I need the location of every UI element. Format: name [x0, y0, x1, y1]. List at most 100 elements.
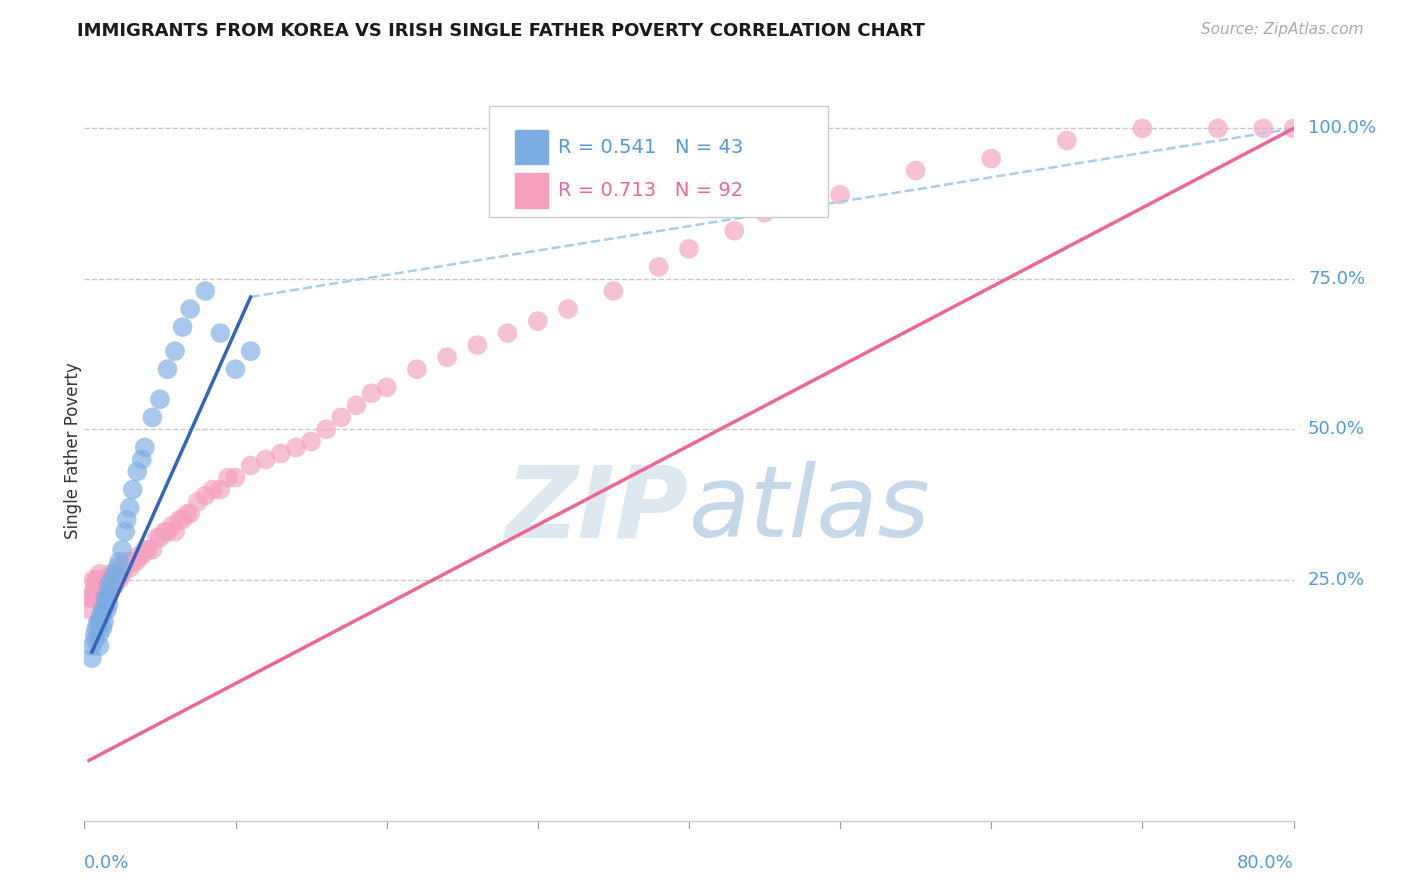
Point: [107, 561, 129, 575]
Point: [108, 555, 131, 569]
Point: [90, 585, 112, 599]
Point: [115, 513, 138, 527]
Point: [1253, 121, 1275, 136]
Point: [89, 579, 111, 593]
Point: [149, 531, 172, 545]
Point: [165, 524, 187, 539]
Point: [254, 452, 277, 467]
Point: [87, 573, 110, 587]
Text: IMMIGRANTS FROM KOREA VS IRISH SINGLE FATHER POVERTY CORRELATION CHART: IMMIGRANTS FROM KOREA VS IRISH SINGLE FA…: [77, 22, 925, 40]
Point: [100, 573, 122, 587]
Text: 75.0%: 75.0%: [1308, 270, 1365, 288]
Point: [169, 513, 191, 527]
Point: [80, 651, 103, 665]
Point: [89, 566, 111, 581]
Point: [160, 518, 183, 533]
Point: [141, 542, 163, 557]
Point: [93, 615, 115, 629]
Point: [90, 609, 112, 624]
Text: 0.0%: 0.0%: [84, 854, 129, 872]
Point: [84, 633, 107, 648]
Point: [134, 542, 156, 557]
Text: 80.0%: 80.0%: [1237, 854, 1294, 872]
Text: ZIP: ZIP: [506, 461, 689, 558]
Y-axis label: Single Father Poverty: Single Father Poverty: [65, 362, 82, 539]
Point: [754, 205, 776, 219]
Point: [136, 542, 159, 557]
Point: [100, 573, 122, 587]
Point: [172, 513, 194, 527]
Point: [86, 621, 108, 635]
Point: [114, 524, 136, 539]
Point: [96, 603, 118, 617]
Point: [209, 483, 232, 497]
Point: [467, 338, 489, 352]
Point: [1056, 133, 1078, 147]
FancyBboxPatch shape: [489, 106, 828, 218]
Text: 25.0%: 25.0%: [1308, 571, 1365, 589]
Point: [91, 609, 114, 624]
Point: [89, 627, 111, 641]
Point: [91, 621, 114, 635]
Point: [86, 573, 108, 587]
Point: [1282, 121, 1305, 136]
Point: [96, 579, 118, 593]
Point: [97, 597, 120, 611]
Point: [86, 585, 108, 599]
Point: [115, 555, 138, 569]
Point: [165, 344, 187, 359]
Point: [98, 566, 121, 581]
Point: [111, 542, 134, 557]
Point: [82, 573, 104, 587]
Point: [179, 507, 201, 521]
Point: [723, 224, 745, 238]
Point: [118, 561, 141, 575]
Point: [91, 603, 114, 617]
Point: [121, 555, 143, 569]
Point: [105, 573, 128, 587]
Point: [330, 410, 353, 425]
Point: [176, 507, 198, 521]
Point: [91, 591, 114, 605]
Point: [172, 320, 194, 334]
Point: [96, 591, 118, 605]
Point: [375, 380, 398, 394]
FancyBboxPatch shape: [513, 129, 548, 165]
Point: [602, 284, 624, 298]
Point: [225, 362, 247, 376]
Point: [187, 494, 209, 508]
Point: [648, 260, 671, 274]
Point: [84, 627, 107, 641]
Point: [84, 591, 107, 605]
Point: [557, 301, 579, 316]
Point: [134, 441, 156, 455]
Point: [146, 531, 169, 545]
Point: [111, 566, 134, 581]
Point: [1130, 121, 1153, 136]
Point: [93, 573, 115, 587]
Point: [110, 566, 132, 581]
Point: [82, 585, 104, 599]
Point: [194, 489, 217, 503]
Point: [89, 615, 111, 629]
Point: [91, 579, 114, 593]
Point: [436, 350, 458, 364]
Point: [315, 422, 337, 436]
Point: [84, 579, 107, 593]
Point: [112, 561, 135, 575]
Point: [131, 549, 153, 563]
Text: atlas: atlas: [689, 461, 931, 558]
Point: [97, 573, 120, 587]
Point: [96, 591, 118, 605]
Point: [239, 344, 262, 359]
Point: [89, 639, 111, 653]
Point: [270, 446, 292, 460]
Point: [98, 579, 121, 593]
Point: [156, 524, 179, 539]
Point: [406, 362, 429, 376]
Point: [1206, 121, 1229, 136]
Point: [94, 591, 117, 605]
Point: [87, 585, 110, 599]
Point: [121, 483, 143, 497]
Point: [153, 524, 176, 539]
